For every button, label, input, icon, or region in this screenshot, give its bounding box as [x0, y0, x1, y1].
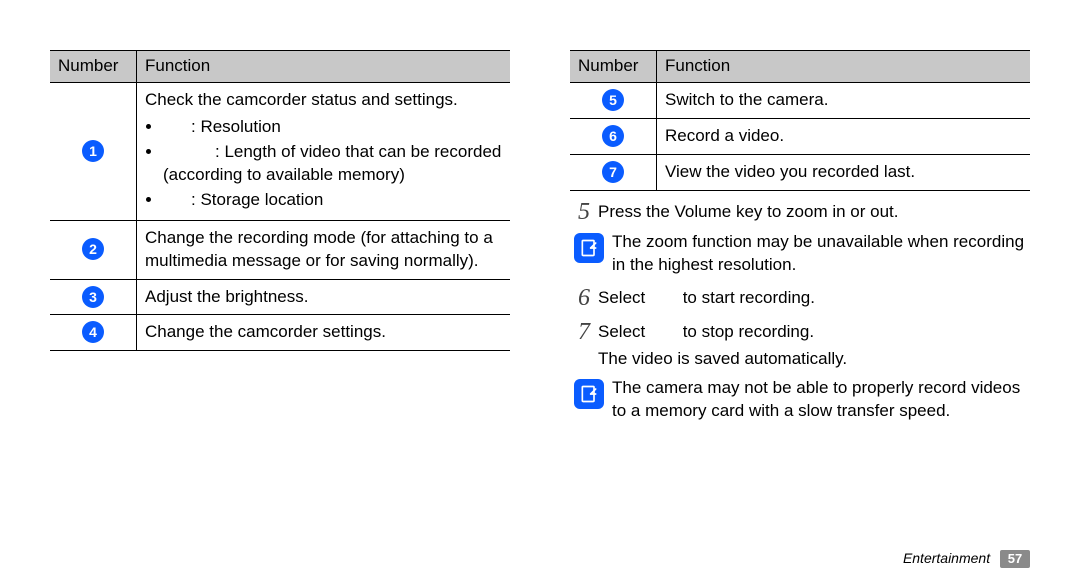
page-footer: Entertainment 57 — [903, 549, 1030, 568]
function-cell: Record a video. — [657, 118, 1031, 154]
page-root: Number Function 1 Check the camcorder st… — [0, 0, 1080, 586]
step-text: Select to stop recording. — [598, 319, 814, 344]
function-cell: Change the camcorder settings. — [137, 315, 511, 351]
right-table-header-number: Number — [570, 51, 657, 83]
step-7: 7 Select to stop recording. — [570, 319, 1030, 345]
footer-section-name: Entertainment — [903, 550, 990, 566]
step-number-icon: 5 — [570, 199, 598, 225]
table-row: 4 Change the camcorder settings. — [50, 315, 510, 351]
function-cell: Change the recording mode (for attaching… — [137, 220, 511, 279]
number-badge-icon: 7 — [602, 161, 624, 183]
function-cell: Adjust the brightness. — [137, 279, 511, 315]
function-cell: Switch to the camera. — [657, 82, 1031, 118]
number-badge-icon: 2 — [82, 238, 104, 260]
number-badge-icon: 1 — [82, 140, 104, 162]
step-6: 6 Select to start recording. — [570, 285, 1030, 311]
left-column: Number Function 1 Check the camcorder st… — [50, 50, 510, 546]
note-text: The camera may not be able to properly r… — [608, 377, 1030, 423]
step-text: Press the Volume key to zoom in or out. — [598, 199, 898, 224]
step-number-icon: 6 — [570, 285, 598, 311]
list-item: : Resolution — [163, 116, 502, 139]
note-block: The zoom function may be unavailable whe… — [570, 231, 1030, 277]
note-icon — [574, 233, 604, 263]
step-text: Select to start recording. — [598, 285, 815, 310]
step-number-icon: 7 — [570, 319, 598, 345]
list-item: : Storage location — [163, 189, 502, 212]
table-row: 1 Check the camcorder status and setting… — [50, 82, 510, 220]
table-row: 3 Adjust the brightness. — [50, 279, 510, 315]
note-icon — [574, 379, 604, 409]
cell-bullet-list: : Resolution : Length of video that can … — [145, 116, 502, 212]
note-text: The zoom function may be unavailable whe… — [608, 231, 1030, 277]
number-badge-icon: 3 — [82, 286, 104, 308]
step-5: 5 Press the Volume key to zoom in or out… — [570, 199, 1030, 225]
table-row: 5 Switch to the camera. — [570, 82, 1030, 118]
function-cell: View the video you recorded last. — [657, 154, 1031, 190]
number-badge-icon: 6 — [602, 125, 624, 147]
note-block: The camera may not be able to properly r… — [570, 377, 1030, 423]
footer-page-number: 57 — [1000, 550, 1030, 568]
right-function-table: Number Function 5 Switch to the camera. … — [570, 50, 1030, 191]
number-badge-icon: 5 — [602, 89, 624, 111]
list-item: : Length of video that can be recorded (… — [163, 141, 502, 187]
table-row: 7 View the video you recorded last. — [570, 154, 1030, 190]
right-table-header-function: Function — [657, 51, 1031, 83]
number-badge-icon: 4 — [82, 321, 104, 343]
table-row: 2 Change the recording mode (for attachi… — [50, 220, 510, 279]
table-row: 6 Record a video. — [570, 118, 1030, 154]
right-column: Number Function 5 Switch to the camera. … — [570, 50, 1030, 546]
left-table-header-function: Function — [137, 51, 511, 83]
cell-lead-text: Check the camcorder status and settings. — [145, 90, 458, 109]
function-cell: Check the camcorder status and settings.… — [137, 82, 511, 220]
left-table-header-number: Number — [50, 51, 137, 83]
step-7-subtext: The video is saved automatically. — [598, 348, 1030, 371]
left-function-table: Number Function 1 Check the camcorder st… — [50, 50, 510, 351]
